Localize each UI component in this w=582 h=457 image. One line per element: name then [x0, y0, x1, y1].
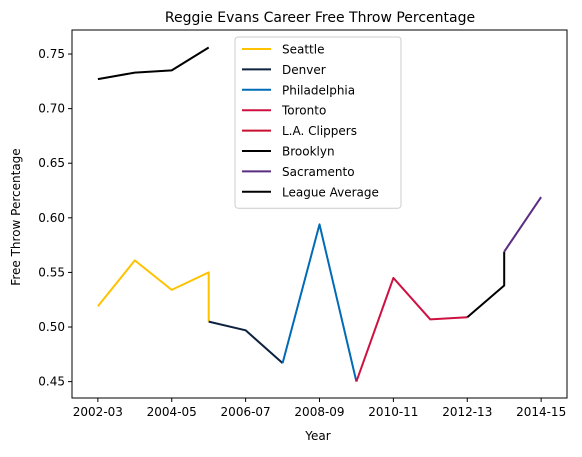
- plot-area: [97, 46, 542, 382]
- legend-label: Philadelphia: [282, 83, 355, 97]
- x-tick-label: 2006-07: [221, 405, 271, 419]
- y-tick-label: 0.50: [38, 320, 65, 334]
- series-line-toronto: [355, 276, 468, 382]
- x-tick-label: 2010-11: [368, 405, 418, 419]
- x-tick-label: 2002-03: [73, 405, 123, 419]
- y-tick-label: 0.65: [38, 156, 65, 170]
- series-line-seattle: [97, 259, 210, 322]
- legend-label: Seattle: [282, 43, 324, 57]
- x-tick-label: 2008-09: [294, 405, 344, 419]
- series-line-sacramento: [503, 196, 542, 253]
- x-axis-label: Year: [304, 429, 330, 443]
- y-tick-label: 0.70: [38, 102, 65, 116]
- y-tick-label: 0.45: [38, 375, 65, 389]
- y-tick-label: 0.75: [38, 47, 65, 61]
- legend-label: Brooklyn: [282, 145, 335, 159]
- y-tick-label: 0.60: [38, 211, 65, 225]
- legend: Seattle Denver Philadelphia Toronto L.A. Cli…: [234, 36, 402, 209]
- legend-label: Toronto: [281, 104, 326, 118]
- y-tick-label: 0.55: [38, 265, 65, 279]
- series-line-brooklyn: [466, 251, 506, 318]
- series-line-philadelphia: [281, 223, 358, 382]
- legend-label: League Average: [282, 185, 379, 199]
- axes: 2002-03 2004-05 2006-07 2008-09 2010-11 2012-…: [38, 29, 568, 419]
- series-line-league-average: [97, 46, 210, 81]
- x-tick-label: 2004-05: [147, 405, 197, 419]
- legend-label: Sacramento: [282, 165, 355, 179]
- legend-box: [234, 36, 402, 209]
- x-tick-label: 2014-15: [516, 405, 566, 419]
- chart-title: Reggie Evans Career Free Throw Percentag…: [165, 10, 475, 26]
- x-tick-label: 2012-13: [442, 405, 492, 419]
- y-axis-label: Free Throw Percentage: [9, 148, 23, 285]
- legend-label: L.A. Clippers: [282, 124, 357, 138]
- legend-label: Denver: [282, 63, 326, 77]
- series-line-denver: [208, 320, 284, 364]
